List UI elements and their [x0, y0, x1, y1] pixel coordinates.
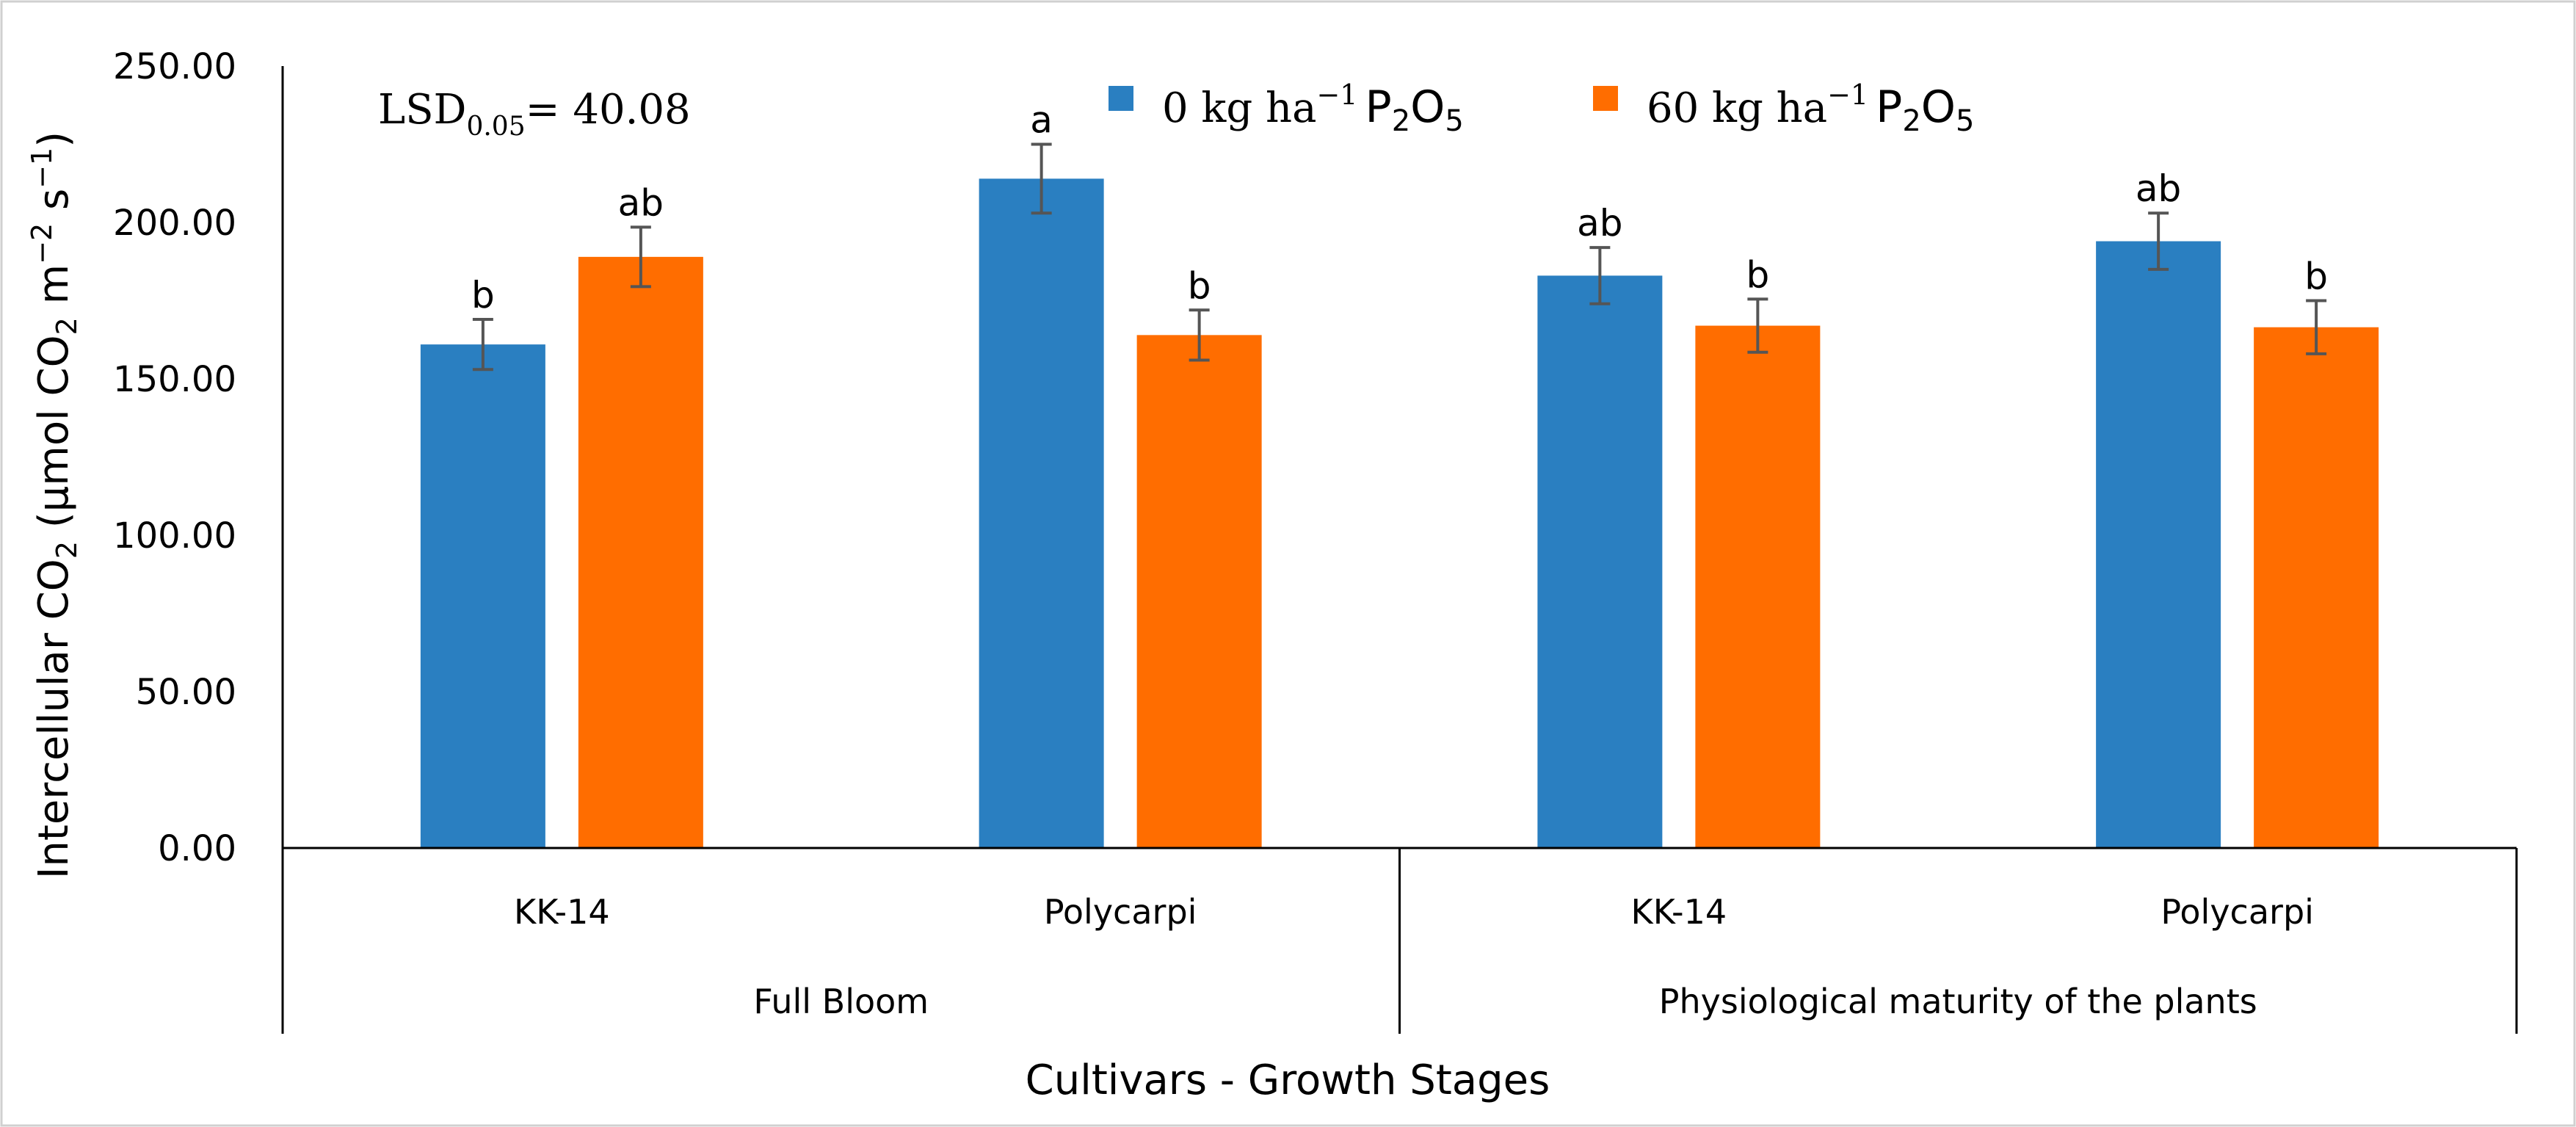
bar — [420, 344, 545, 848]
bar — [1537, 275, 1663, 848]
significance-letter: b — [1746, 253, 1770, 296]
legend-label-0kg: 0 kg ha−1 P2O5 — [1162, 79, 1464, 138]
x-tick-label: KK-14 — [514, 892, 610, 932]
significance-letter: b — [1188, 264, 1211, 307]
bar — [1136, 335, 1262, 848]
category-labels: KK-14 Polycarpi KK-14 Polycarpi Full Bloom Ph… — [514, 892, 2314, 1021]
legend: 0 kg ha−1 P2O5 60 kg ha−1 P2O5 — [1109, 79, 1974, 138]
x-tick-label: Polycarpi — [1044, 892, 1197, 932]
legend-swatch-0kg — [1109, 86, 1133, 111]
y-tick-label: 50.00 — [136, 672, 236, 713]
y-tick-label: 150.00 — [113, 359, 236, 400]
y-axis-ticks: 0.00 50.00 100.00 150.00 200.00 250.00 — [113, 46, 236, 869]
significance-letter: a — [1030, 99, 1053, 142]
significance-letter: ab — [1577, 202, 1622, 244]
significance-letter: b — [471, 274, 495, 316]
significance-letter: b — [2304, 256, 2328, 298]
bar — [1695, 325, 1821, 849]
x-axis-title: Cultivars - Growth Stages — [1026, 1057, 1550, 1104]
y-axis-title: Intercellular CO2 (μmol CO2 m−2 s−1) — [26, 131, 83, 879]
bar — [979, 178, 1104, 849]
significance-letters: b a ab ab ab b b b — [471, 99, 2328, 317]
legend-swatch-60kg — [1593, 86, 1618, 111]
x-group-label: Full Bloom — [753, 982, 929, 1021]
legend-label-60kg: 60 kg ha−1 P2O5 — [1647, 79, 1974, 138]
y-tick-label: 100.00 — [113, 515, 236, 557]
error-bars — [472, 142, 2327, 372]
bar — [2254, 327, 2379, 849]
y-tick-label: 250.00 — [113, 46, 236, 87]
x-tick-label: Polycarpi — [2160, 892, 2314, 932]
y-tick-label: 0.00 — [158, 828, 236, 869]
bar — [578, 256, 703, 848]
significance-letter: ab — [618, 181, 664, 224]
y-tick-label: 200.00 — [113, 203, 236, 244]
x-group-label: Physiological maturity of the plants — [1659, 982, 2257, 1021]
significance-letter: ab — [2136, 167, 2181, 210]
x-axis — [281, 847, 2518, 1034]
bar — [2096, 241, 2221, 848]
lsd-annotation: LSD0.05= 40.08 — [378, 86, 691, 142]
x-tick-label: KK-14 — [1631, 892, 1727, 932]
bars — [420, 178, 2379, 849]
